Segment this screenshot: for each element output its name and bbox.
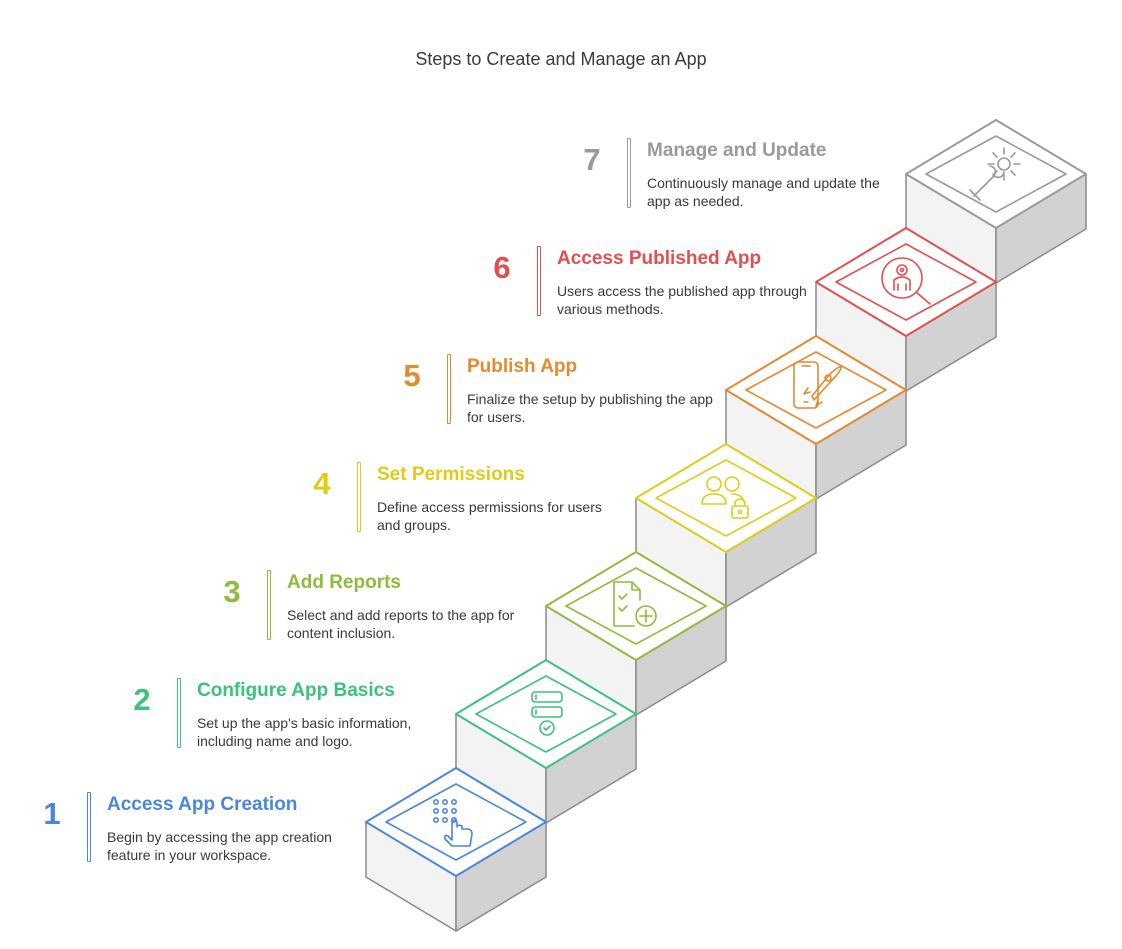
step-description: Users access the published app through v…	[557, 283, 807, 317]
step-description: Continuously manage and update the app a…	[647, 175, 880, 209]
step-description: Set up the app's basic information, incl…	[197, 715, 412, 749]
stair-step-4	[635, 443, 817, 608]
stair-step-6	[815, 227, 997, 392]
pointer-hand-keypad-icon	[432, 798, 473, 847]
step-number: 5	[403, 358, 421, 393]
step-description: Begin by accessing the app creation feat…	[107, 829, 332, 863]
phone-rocket-icon	[793, 361, 843, 409]
report-add-icon	[613, 581, 657, 627]
form-fields-check-icon	[531, 691, 563, 736]
stair-step-7	[905, 119, 1087, 284]
step-accent-bar	[447, 354, 451, 424]
step-description: Finalize the setup by publishing the app…	[467, 391, 713, 425]
step-title: Publish App	[467, 356, 578, 377]
step-description: Define access permissions for users and …	[377, 499, 602, 533]
step-accent-bar	[87, 792, 91, 862]
step-title: Access App Creation	[107, 794, 298, 815]
users-lock-icon	[701, 476, 749, 519]
stair-step-1	[365, 767, 547, 932]
step-accent-bar	[177, 678, 181, 748]
wrench-gear-icon	[969, 147, 1021, 201]
step-number: 4	[313, 466, 331, 501]
diagram-title: Steps to Create and Manage an App	[415, 49, 707, 69]
step-accent-bar	[267, 570, 271, 640]
stair-step-5	[725, 335, 907, 500]
step-title: Set Permissions	[377, 464, 525, 485]
step-description: Select and add reports to the app for co…	[287, 607, 515, 641]
stair-step-2	[455, 659, 637, 824]
step-accent-bar	[627, 138, 631, 208]
step-title: Configure App Basics	[197, 680, 395, 701]
step-title: Access Published App	[557, 248, 762, 269]
search-robot-icon	[881, 257, 931, 305]
step-number: 6	[493, 250, 511, 285]
step-title: Manage and Update	[647, 140, 827, 161]
step-accent-bar	[537, 246, 541, 316]
step-number: 3	[223, 574, 241, 609]
step-number: 2	[133, 682, 151, 717]
step-accent-bar	[357, 462, 361, 532]
step-title: Add Reports	[287, 572, 401, 593]
step-number: 1	[43, 796, 61, 831]
stair-step-3	[545, 551, 727, 716]
step-number: 7	[583, 142, 601, 177]
